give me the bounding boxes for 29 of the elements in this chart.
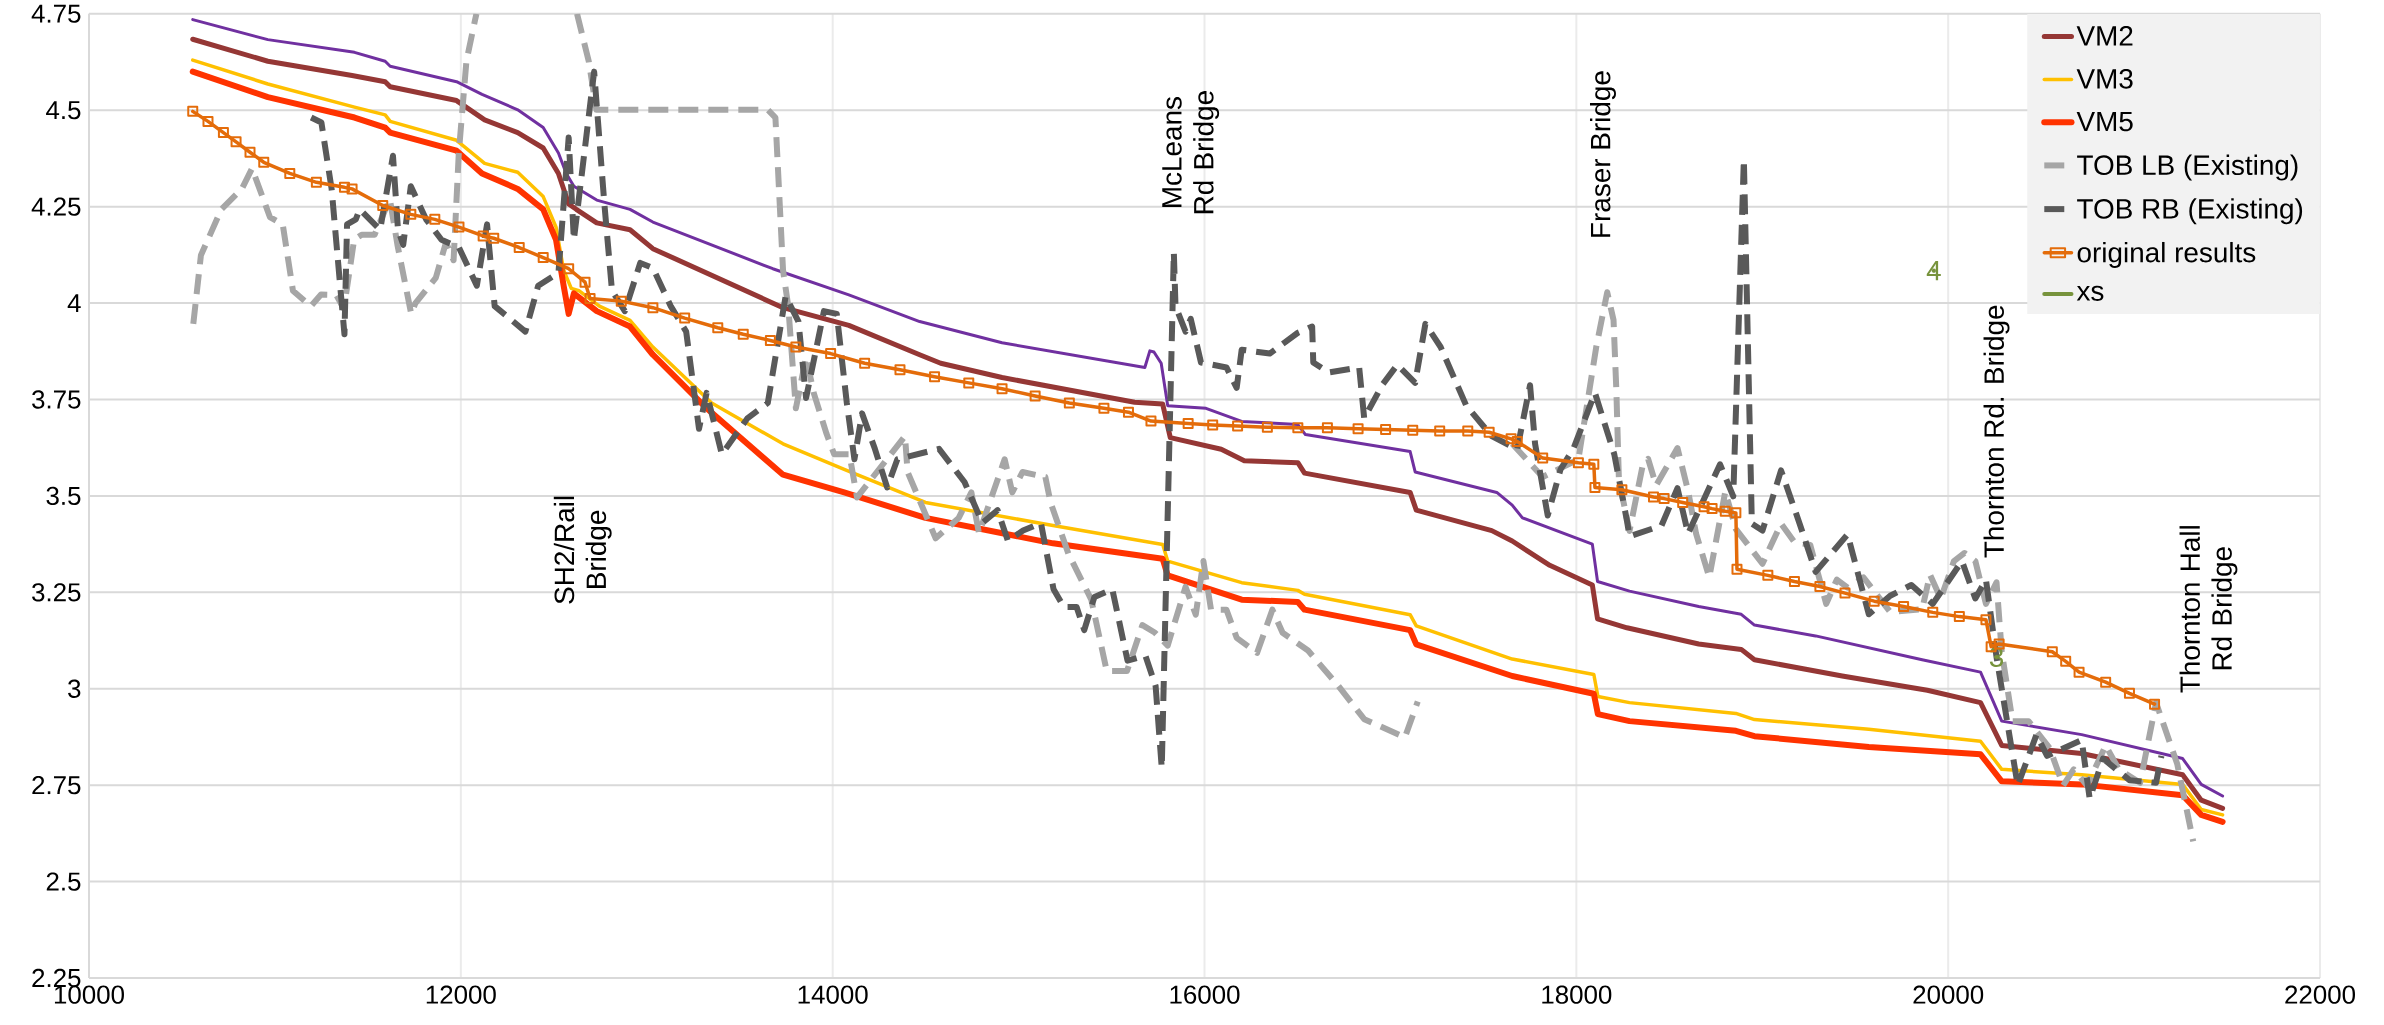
y-tick-label: 3.75 <box>32 390 81 409</box>
y-tick-label: 3.5 <box>46 486 81 506</box>
x-tick-label: 22000 <box>2285 985 2356 1004</box>
x-tick-label: 12000 <box>426 985 496 1004</box>
annotation: Thornton Rd. Bridge <box>1983 305 2010 558</box>
y-tick-label: 4.75 <box>31 4 81 23</box>
legend-label: TOB RB (Existing) <box>2077 198 2303 225</box>
x-tick-label: 14000 <box>798 985 868 1004</box>
legend-label: original results <box>2077 241 2256 268</box>
legend-label: VM5 <box>2076 111 2133 132</box>
y-tick-label: 3 <box>68 679 81 698</box>
legend-label: VM2 <box>2076 25 2133 46</box>
annotation: SH2/Rail Bridge <box>553 496 612 604</box>
y-tick-label: 4.25 <box>31 197 81 216</box>
data-label: 4 <box>1926 261 1941 281</box>
y-tick-label: 4.5 <box>46 101 81 120</box>
x-tick-label: 20000 <box>1913 985 1984 1004</box>
y-tick-label: 2.5 <box>46 872 81 891</box>
legend-label: TOB LB (Existing) <box>2077 154 2298 181</box>
x-tick-label: 16000 <box>1170 985 1240 1004</box>
y-tick-label: 2.75 <box>32 775 81 795</box>
annotation: Fraser Bridge <box>1589 71 1616 237</box>
y-tick-label: 3.25 <box>32 583 81 602</box>
annotation: Thornton Hall Rd Bridge <box>2179 526 2238 693</box>
legend-label: VM3 <box>2076 68 2133 89</box>
annotation: McLeans Rd Bridge <box>1162 91 1220 214</box>
x-tick-label: 18000 <box>1542 985 1612 1004</box>
y-tick-label: 4 <box>67 294 81 312</box>
legend-label: xs <box>2076 285 2104 301</box>
